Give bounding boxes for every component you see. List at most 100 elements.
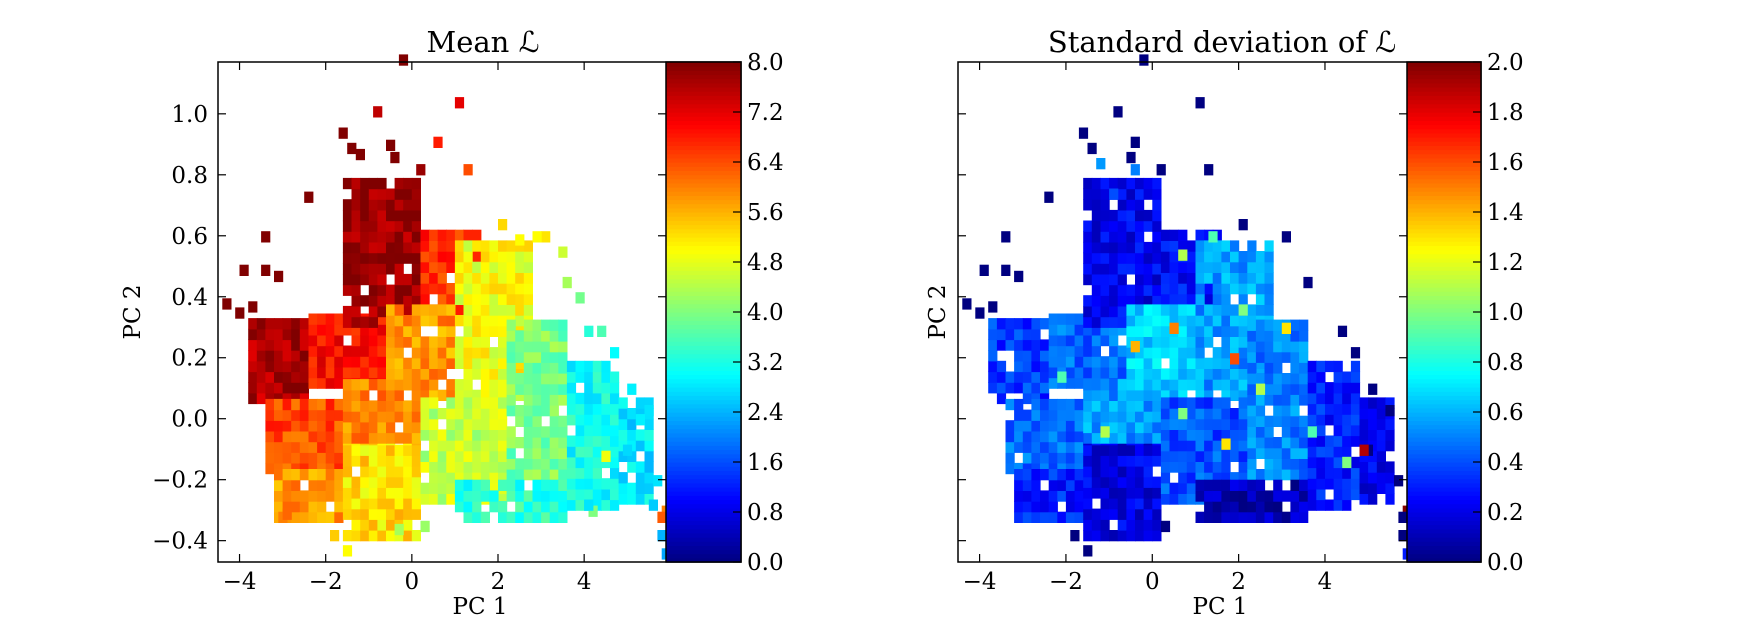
heatmap-cell (558, 426, 568, 438)
heatmap-cell (1083, 188, 1093, 200)
heatmap-cell (1204, 408, 1214, 420)
colorbar-segment (1407, 120, 1481, 126)
heatmap-cell (498, 272, 508, 284)
heatmap-cell (1091, 334, 1101, 347)
heatmap-cell (1195, 347, 1205, 359)
heatmap-cell (1299, 511, 1309, 523)
heatmap-cell (1117, 519, 1127, 531)
heatmap-cell (265, 318, 275, 330)
heatmap-cell (584, 371, 594, 383)
heatmap-cell (394, 263, 404, 275)
heatmap-cell (248, 382, 258, 394)
heatmap-cell (1143, 325, 1153, 337)
heatmap-cell (1117, 498, 1127, 510)
colorbar-tick-label: 1.6 (747, 450, 784, 476)
heatmap-cell (1022, 420, 1032, 432)
heatmap-cell (454, 304, 465, 316)
heatmap-cell (1169, 283, 1179, 295)
heatmap-cell (592, 446, 602, 458)
heatmap-cell (635, 429, 645, 441)
heatmap-cell (386, 519, 396, 531)
colorbar-segment (1407, 299, 1481, 305)
colorbar-segment (1407, 395, 1481, 401)
heatmap-cell (411, 177, 421, 190)
heatmap-cell (386, 455, 396, 467)
heatmap-cell (342, 324, 353, 336)
heatmap-cell (1100, 334, 1110, 347)
heatmap-cell (1255, 261, 1266, 273)
heatmap-cell (248, 328, 258, 341)
heatmap-cell (523, 272, 533, 284)
heatmap-cell (1065, 479, 1076, 491)
heatmap-cell (1204, 164, 1214, 176)
heatmap-cell (489, 418, 499, 430)
heatmap-cell (1316, 382, 1326, 394)
heatmap-cell (1178, 379, 1188, 391)
heatmap-cell (282, 339, 292, 351)
heatmap-cell (1126, 284, 1136, 296)
heatmap-cell (532, 319, 542, 331)
heatmap-cell (1022, 339, 1032, 351)
heatmap-cell (429, 389, 439, 401)
heatmap-cell (1074, 409, 1084, 421)
heatmap-cell (566, 499, 577, 511)
heatmap-cell (489, 389, 499, 401)
colorbar-segment (666, 203, 741, 209)
colorbar-segment (1407, 328, 1481, 334)
heatmap-cell (1005, 462, 1015, 475)
heatmap-cell (1152, 304, 1162, 316)
heatmap-cell (1126, 379, 1136, 391)
heatmap-cell (1005, 339, 1015, 351)
colorbar-segment (1407, 482, 1481, 488)
heatmap-cell (523, 511, 533, 523)
heatmap-cell (1264, 447, 1274, 459)
heatmap-cell (317, 366, 327, 379)
heatmap-cell (532, 405, 542, 417)
heatmap-cell (472, 461, 482, 473)
heatmap-cell (1117, 379, 1127, 391)
heatmap-cell (1048, 479, 1058, 491)
heatmap-cell (411, 487, 421, 499)
heatmap-cell (454, 315, 465, 327)
x-tick-label: 2 (1231, 569, 1246, 595)
heatmap-cell (515, 469, 525, 481)
heatmap-cell (1091, 455, 1101, 467)
heatmap-cell (386, 368, 396, 380)
heatmap-cell (1065, 409, 1076, 421)
heatmap-cell (351, 498, 361, 510)
heatmap-cell (437, 261, 447, 273)
heatmap-cell (1152, 519, 1162, 531)
colorbar-segment (666, 174, 741, 180)
heatmap-cell (1126, 209, 1136, 222)
heatmap-cell (1178, 249, 1188, 261)
heatmap-cell (1359, 444, 1369, 456)
heatmap-cell (1359, 482, 1369, 494)
heatmap-cell (1230, 368, 1240, 380)
heatmap-cell (1152, 315, 1162, 327)
heatmap-cell (299, 360, 309, 373)
heatmap-cell (420, 418, 430, 430)
heatmap-cell (1342, 478, 1352, 490)
heatmap-cell (648, 499, 658, 511)
heatmap-cell (1143, 379, 1153, 391)
heatmap-cell (480, 251, 490, 263)
colorbar-segment (1407, 345, 1481, 351)
heatmap-cell (1126, 325, 1136, 337)
heatmap-cell (1273, 351, 1283, 363)
heatmap-cell (1022, 441, 1032, 453)
heatmap-cell (1255, 383, 1266, 395)
colorbar-segment (666, 412, 741, 417)
heatmap-cell (454, 408, 465, 420)
heatmap-cell (566, 478, 577, 490)
heatmap-cell (1083, 295, 1093, 307)
heatmap-cell (394, 199, 404, 211)
heatmap-cell (1143, 220, 1153, 232)
heatmap-cell (1117, 411, 1127, 423)
heatmap-cell (1117, 389, 1127, 401)
heatmap-cell (1299, 479, 1309, 491)
heatmap-cell (291, 339, 301, 351)
heatmap-cell (1057, 398, 1067, 411)
heatmap-cell (1022, 409, 1032, 421)
heatmap-cell (274, 371, 284, 383)
heatmap-cell (342, 545, 353, 557)
